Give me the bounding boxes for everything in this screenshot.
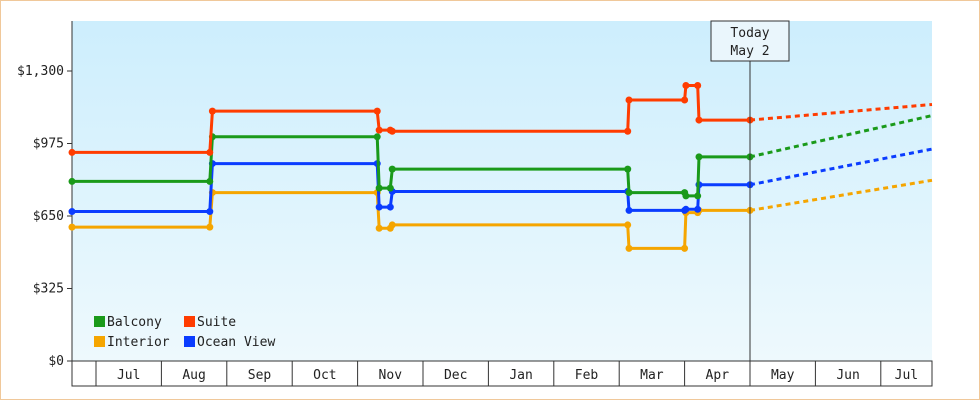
suite-point (624, 127, 632, 135)
balcony-point (388, 165, 396, 173)
suite-point (206, 148, 214, 156)
ocean-view-point (694, 205, 702, 213)
x-tick-label: Aug (182, 368, 205, 383)
suite-point (681, 96, 689, 104)
x-tick-label: Feb (575, 368, 599, 383)
suite-point (694, 82, 702, 89)
x-tick-label: May (771, 368, 795, 383)
balcony-point (694, 192, 702, 200)
y-tick-label: $650 (33, 209, 64, 224)
y-tick-label: $0 (48, 354, 64, 369)
legend-swatch-ocean-view (184, 336, 195, 347)
ocean-view-forecast-line (749, 147, 933, 187)
ocean-view-point (206, 208, 214, 216)
interior-point (68, 223, 76, 231)
x-tick-label: Dec (444, 368, 467, 383)
interior-point (681, 244, 689, 252)
suite-point (695, 116, 703, 124)
balcony-point (375, 184, 383, 192)
suite-point (388, 127, 396, 135)
x-tick-label: Oct (313, 368, 336, 383)
balcony-point (625, 189, 633, 197)
interior-point (388, 221, 396, 229)
today-date: May 2 (730, 44, 769, 59)
legend-label-ocean-view: Ocean View (197, 335, 275, 350)
today-marker: Today May 2 (710, 20, 790, 361)
balcony-point (682, 192, 690, 200)
balcony-point (68, 177, 76, 185)
balcony-point (695, 153, 703, 161)
ocean-view-point (375, 203, 383, 211)
suite-point (682, 82, 690, 89)
x-tick-label: Jul (117, 368, 140, 383)
legend: Balcony Suite Interior Ocean View (94, 315, 275, 350)
x-tick-label: Jul (895, 368, 918, 383)
x-tick-label: Sep (248, 368, 272, 383)
suite-point (375, 126, 383, 134)
ocean-view-point (386, 203, 394, 211)
y-tick-label: $1,300 (17, 64, 64, 79)
balcony-point (373, 133, 381, 141)
x-tick-label: Apr (706, 368, 730, 383)
x-tick-label: Nov (379, 368, 403, 383)
interior-point (375, 224, 383, 232)
axes: $0 $325 $650 $975 $1,300 Jul Aug Sep Oct Nov Dec Ja… (17, 21, 933, 387)
legend-swatch-interior (94, 336, 105, 347)
x-tick-label: Jan (509, 368, 532, 383)
suite-forecast-line (749, 102, 933, 122)
suite-point (208, 107, 216, 115)
x-tick-label: Mar (640, 368, 664, 383)
legend-label-suite: Suite (197, 315, 236, 330)
interior-point (625, 244, 633, 252)
ocean-view-point (625, 206, 633, 214)
balcony-point (386, 184, 394, 192)
suite-point (68, 148, 76, 156)
ocean-view-point (68, 208, 76, 216)
legend-label-interior: Interior (107, 335, 170, 350)
interior-point (624, 221, 632, 229)
suite-point (625, 96, 633, 104)
legend-label-balcony: Balcony (107, 315, 162, 330)
series-layer (68, 82, 933, 252)
interior-forecast-line (749, 178, 933, 212)
legend-swatch-balcony (94, 316, 105, 327)
suite-point (373, 107, 381, 115)
x-tick-label: Jun (836, 368, 859, 383)
ocean-view-point (682, 205, 690, 213)
y-tick-label: $975 (33, 137, 64, 152)
y-tick-label: $325 (33, 282, 64, 297)
balcony-point (206, 177, 214, 185)
interior-point (206, 223, 214, 231)
today-box (710, 20, 790, 62)
balcony-forecast-line (749, 114, 933, 159)
x-axis-band (71, 360, 933, 387)
legend-swatch-suite (184, 316, 195, 327)
balcony-point (624, 165, 632, 173)
today-label: Today (730, 26, 769, 41)
